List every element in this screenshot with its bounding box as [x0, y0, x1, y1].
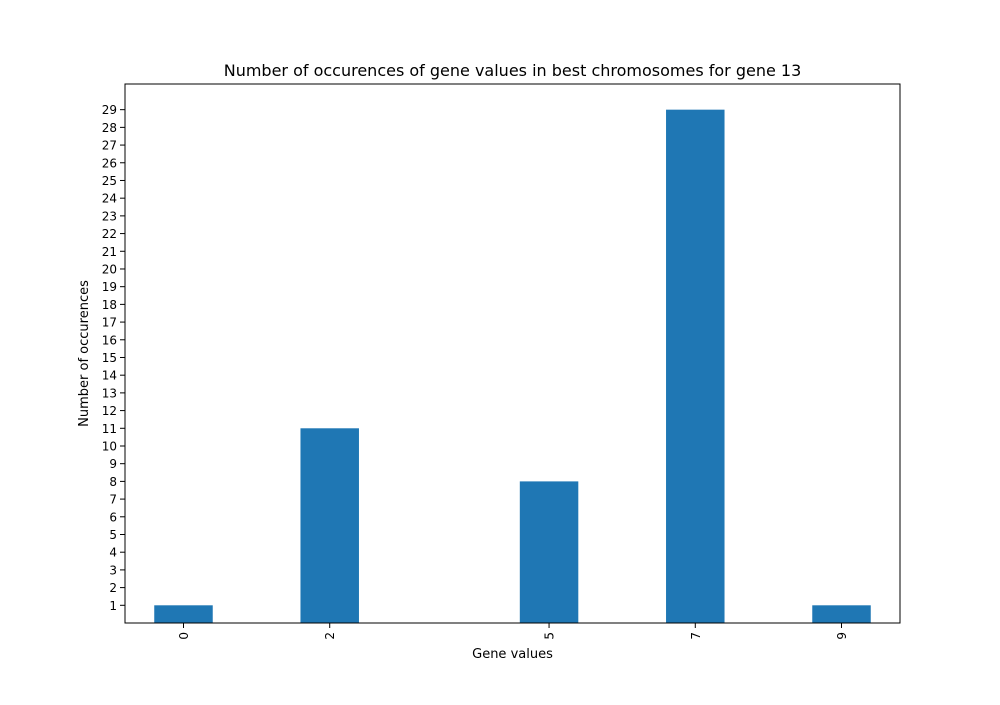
y-tick-label: 8 [109, 475, 117, 489]
bars-group [154, 109, 871, 623]
y-tick-label: 25 [102, 174, 117, 188]
y-tick-label: 12 [102, 404, 117, 418]
y-tick-label: 11 [102, 422, 117, 436]
bar-2 [300, 428, 359, 623]
y-tick-label: 21 [102, 245, 117, 259]
bar-9 [812, 605, 871, 623]
y-tick-label: 2 [109, 581, 117, 595]
x-tick-label: 9 [835, 632, 849, 640]
y-tick-label: 19 [102, 280, 117, 294]
plot-area-frame [124, 83, 901, 624]
y-tick-label: 5 [109, 528, 117, 542]
bar-0 [154, 605, 213, 623]
bar-5 [519, 481, 579, 623]
y-tick-label: 4 [109, 546, 117, 560]
y-tick-label: 15 [102, 351, 117, 365]
y-tick-label: 28 [102, 121, 117, 135]
y-tick-label: 6 [109, 510, 117, 524]
y-tick-label: 27 [102, 139, 117, 153]
x-tick-label: 0 [177, 632, 191, 640]
y-tick-label: 18 [102, 298, 117, 312]
y-tick-label: 14 [102, 369, 117, 383]
y-tick-label: 1 [109, 599, 117, 613]
y-axis-label: Number of occurences [77, 280, 92, 427]
x-tick-label: 2 [323, 632, 337, 640]
chart-title: Number of occurences of gene values in b… [224, 61, 802, 80]
y-tick-label: 20 [102, 262, 117, 276]
x-tick-label: 5 [543, 632, 557, 640]
x-axis-label: Gene values [472, 647, 553, 662]
y-axis-ticks: 1234567891011121314151617181920212223242… [102, 103, 125, 613]
y-tick-label: 7 [109, 493, 117, 507]
y-tick-label: 9 [109, 457, 117, 471]
bar-7 [666, 109, 725, 623]
y-tick-label: 23 [102, 209, 117, 223]
x-axis-ticks: 0 2 5 7 9 [177, 623, 849, 640]
y-tick-label: 13 [102, 386, 117, 400]
y-tick-label: 26 [102, 156, 117, 170]
x-tick-label: 7 [689, 632, 703, 640]
y-tick-label: 22 [102, 227, 117, 241]
y-tick-label: 29 [102, 103, 117, 117]
y-tick-label: 24 [102, 192, 117, 206]
y-tick-label: 3 [109, 563, 117, 577]
y-tick-label: 10 [102, 439, 117, 453]
y-tick-label: 17 [102, 316, 117, 330]
y-tick-label: 16 [102, 333, 117, 347]
